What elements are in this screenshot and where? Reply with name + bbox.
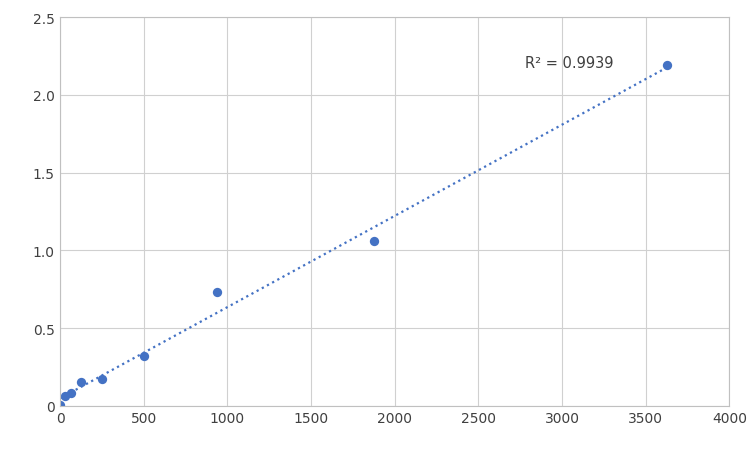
Text: R² = 0.9939: R² = 0.9939: [526, 55, 614, 70]
Point: [138, 353, 150, 360]
Point: [368, 238, 380, 245]
Point: [211, 289, 223, 296]
Point: [54, 402, 66, 409]
Point: [59, 392, 71, 400]
Point: [65, 389, 77, 396]
Point: [75, 379, 87, 386]
Point: [96, 375, 108, 382]
Point: [661, 63, 673, 70]
